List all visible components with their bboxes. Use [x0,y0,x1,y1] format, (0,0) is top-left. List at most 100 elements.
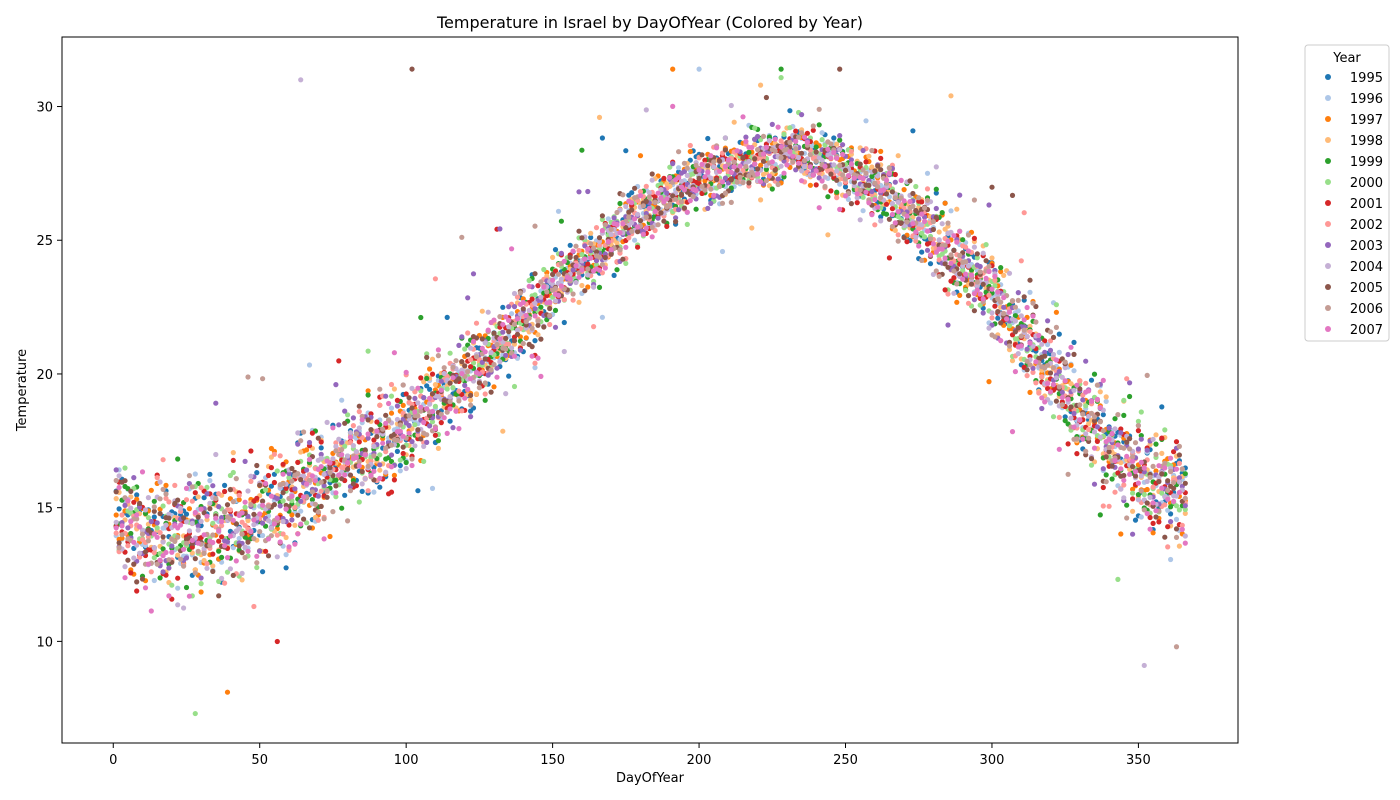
data-point [236,543,242,549]
data-point [596,267,603,273]
data-point [579,251,585,258]
data-point [954,281,960,287]
data-point [511,353,518,359]
data-point [825,232,831,238]
data-point [175,534,181,540]
data-point [588,241,594,247]
data-point [260,520,266,526]
data-point [1118,466,1124,472]
data-point [1097,419,1103,425]
data-point [520,296,526,302]
data-point [227,507,233,513]
data-point [157,479,163,485]
data-point [447,399,453,405]
data-point [702,157,708,163]
data-point [175,456,181,462]
data-point [1162,460,1168,466]
data-point [552,285,559,291]
data-point [857,217,863,223]
data-point [977,263,983,270]
data-point [1127,436,1133,442]
data-point [629,228,635,234]
data-point [968,272,975,278]
data-point [254,470,260,476]
data-point [998,269,1004,275]
data-point [1071,410,1077,417]
data-point [151,498,157,504]
data-point [819,130,825,136]
data-point [1150,500,1156,506]
data-point [965,263,972,269]
data-point [210,563,216,569]
data-point [746,180,752,186]
data-point [236,535,242,542]
data-point [386,400,392,407]
data-point [561,319,567,326]
data-point [1135,446,1141,452]
data-point [942,255,948,261]
data-point [210,568,216,575]
data-point [722,163,729,169]
data-point [227,487,233,493]
data-point [1024,367,1030,373]
data-point [740,180,746,186]
data-point [1138,436,1144,442]
data-point [646,194,652,200]
data-point [919,249,925,255]
data-point [473,354,480,360]
data-point [497,359,503,365]
data-point [139,531,146,537]
data-point [470,271,477,277]
data-point [1179,522,1185,528]
data-point [971,297,978,303]
data-point [895,238,901,244]
data-point [778,75,784,81]
data-point [875,204,881,210]
data-point [1012,304,1019,310]
data-point [362,452,368,458]
data-point [321,536,327,542]
data-point [388,405,395,411]
data-point [898,177,904,183]
data-point [983,275,989,281]
data-point [974,251,980,257]
data-point [749,225,755,231]
y-axis-title: Temperature [15,349,30,432]
data-point [1176,452,1182,458]
data-point [289,512,295,518]
data-point [438,378,444,384]
data-point [995,289,1001,295]
data-point [459,371,465,377]
data-point [397,422,403,428]
data-point [151,550,157,556]
data-point [828,188,834,194]
data-point [131,539,137,545]
data-point [236,497,242,503]
data-point [427,401,433,407]
data-point [403,459,409,466]
x-tick-label: 200 [687,753,712,768]
data-point [919,211,925,217]
data-point [268,493,274,499]
data-point [629,190,635,196]
data-point [760,151,767,157]
data-point [1021,317,1027,323]
data-point [725,157,732,163]
data-point [532,300,538,306]
data-point [403,391,409,397]
data-point [321,483,327,489]
data-point [986,268,992,275]
data-point [916,243,922,249]
data-point [175,602,181,608]
data-point [778,144,784,150]
data-point [468,357,474,363]
data-point [424,375,430,381]
data-point [863,189,869,195]
data-point [1173,534,1180,541]
data-point [306,477,313,483]
data-point [342,408,348,414]
data-point [670,66,676,72]
data-point [649,234,655,240]
data-point [538,304,544,310]
data-point [863,118,869,124]
